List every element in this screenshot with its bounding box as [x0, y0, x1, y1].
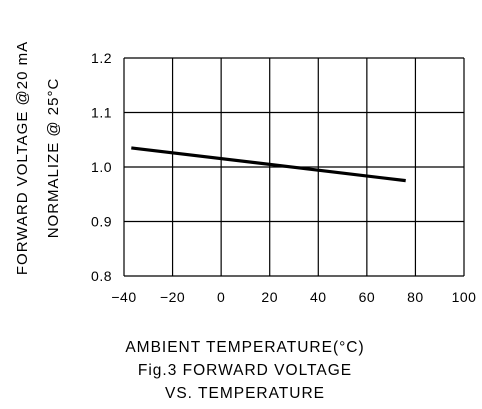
x-tick-label: 60	[359, 289, 376, 305]
series-group	[131, 146, 406, 183]
y-tick-label: 0.9	[91, 214, 112, 230]
y-axis-label-line2: NORMALIZE @ 25°C	[45, 78, 62, 239]
x-axis-label: AMBIENT TEMPERATURE(°C)	[125, 339, 364, 356]
x-tick-label: 20	[261, 289, 278, 305]
x-tick-label: 0	[217, 289, 225, 305]
x-tick-label: 80	[407, 289, 424, 305]
y-tick-labels: 0.8 0.9 1.0 1.1 1.2	[91, 50, 112, 284]
x-tick-labels: −40 −20 0 20 40 60 80 100	[111, 289, 476, 305]
y-tick-label: 0.8	[91, 268, 112, 284]
y-axis-label-line1: FORWARD VOLTAGE @20 mA	[14, 41, 31, 275]
y-tick-label: 1.0	[91, 159, 112, 175]
y-tick-label: 1.1	[91, 105, 112, 121]
x-tick-label: −40	[111, 289, 136, 305]
series-line-0	[131, 146, 406, 183]
figure-caption-line2: VS. TEMPERATURE	[165, 385, 325, 402]
x-tick-label: 40	[310, 289, 327, 305]
grid	[123, 57, 465, 277]
y-tick-label: 1.2	[91, 50, 112, 66]
x-tick-label: −20	[160, 289, 185, 305]
figure-caption-line1: Fig.3 FORWARD VOLTAGE	[138, 362, 352, 379]
x-tick-label: 100	[452, 289, 477, 305]
